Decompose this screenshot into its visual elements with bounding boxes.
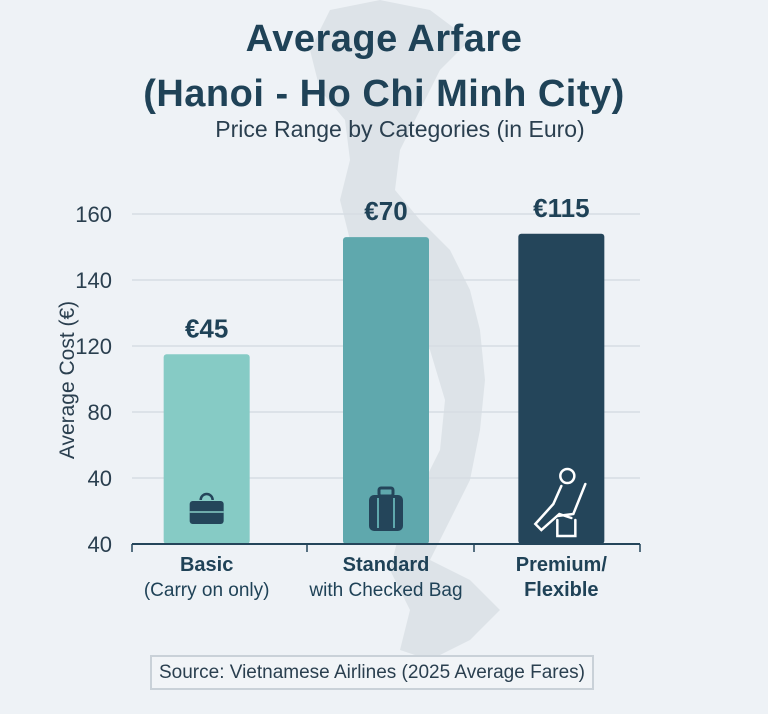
y-axis-label: Average Cost (€) <box>56 301 79 459</box>
suitcase-icon <box>369 486 403 531</box>
chart-title-line1: Average Arfare <box>245 18 523 60</box>
bar-standard <box>343 237 429 544</box>
y-tick-label: 120 <box>75 334 112 359</box>
y-tick-label: 40 <box>88 466 112 491</box>
data-label: €115 <box>533 193 589 223</box>
data-label: €70 <box>364 196 407 226</box>
chart-subtitle: Price Range by Categories (in Euro) <box>215 116 585 142</box>
bar-premium <box>518 233 605 545</box>
category-sublabel: Flexible <box>524 579 598 601</box>
y-tick-label: 80 <box>88 400 112 425</box>
y-tick-label: 140 <box>75 268 112 293</box>
reclining-seat-icon <box>533 467 587 538</box>
category-sublabel: (Carry on only) <box>144 580 270 601</box>
y-tick-label: 160 <box>75 202 112 227</box>
category-label: Basic <box>180 554 233 576</box>
data-label: €45 <box>185 313 228 343</box>
category-sublabel: with Checked Bag <box>308 580 462 601</box>
y-tick-label: 40 <box>88 532 112 557</box>
category-label: Premium/ <box>516 554 608 576</box>
category-label: Standard <box>343 554 430 576</box>
bar-basic <box>163 354 250 544</box>
source-note: Source: Vietnamese Airlines (2025 Averag… <box>150 655 594 690</box>
briefcase-icon <box>189 492 224 524</box>
chart-title-line2: (Hanoi - Ho Chi Minh City) <box>143 73 625 115</box>
